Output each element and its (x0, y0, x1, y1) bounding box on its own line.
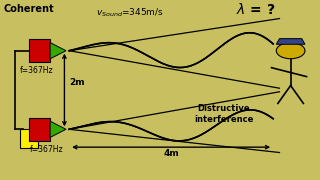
Text: f=367Hz: f=367Hz (20, 66, 53, 75)
Polygon shape (276, 39, 305, 44)
Text: $v_{Sound}$=345m/s: $v_{Sound}$=345m/s (96, 6, 164, 19)
Text: Distructive
interference: Distructive interference (194, 104, 253, 124)
Text: $\lambda$ = ?: $\lambda$ = ? (236, 3, 276, 17)
FancyBboxPatch shape (29, 39, 50, 62)
FancyBboxPatch shape (29, 118, 50, 141)
Text: 4m: 4m (163, 149, 179, 158)
Circle shape (276, 43, 305, 59)
FancyBboxPatch shape (20, 129, 38, 148)
Polygon shape (50, 43, 66, 59)
Text: Coherent: Coherent (4, 4, 54, 14)
Polygon shape (50, 121, 66, 137)
Text: f=367Hz: f=367Hz (29, 145, 63, 154)
Text: 2m: 2m (69, 78, 85, 87)
